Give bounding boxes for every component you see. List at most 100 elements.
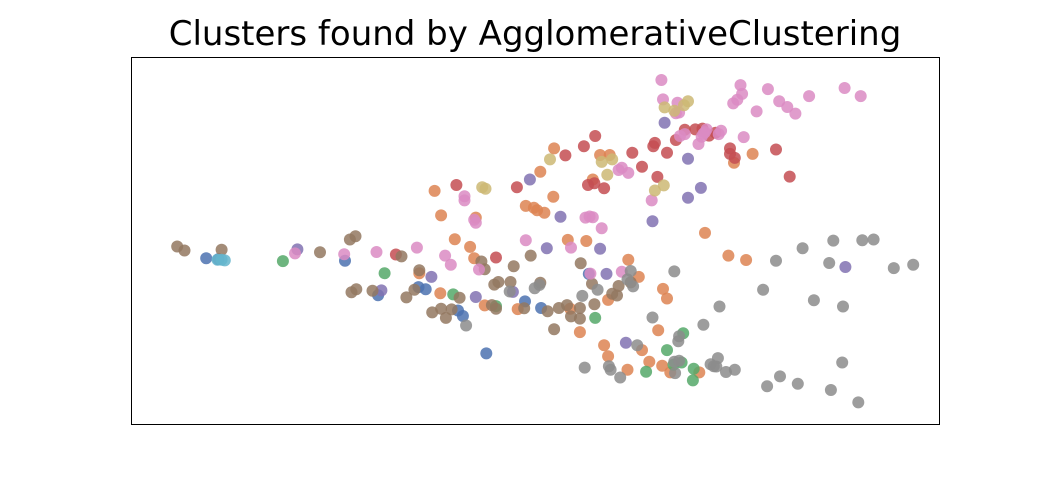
data-point bbox=[580, 235, 593, 247]
data-point bbox=[907, 258, 920, 271]
data-point bbox=[731, 93, 744, 106]
data-point bbox=[715, 124, 728, 137]
data-point bbox=[770, 254, 782, 267]
data-point bbox=[622, 253, 635, 266]
data-point bbox=[595, 155, 608, 168]
data-point bbox=[789, 107, 802, 120]
data-point bbox=[479, 182, 492, 195]
data-point bbox=[413, 264, 426, 277]
data-point bbox=[648, 136, 661, 149]
data-point bbox=[761, 380, 774, 393]
data-point bbox=[444, 258, 457, 271]
data-point bbox=[518, 302, 531, 315]
data-point bbox=[656, 359, 669, 372]
data-point bbox=[737, 131, 750, 144]
data-point bbox=[507, 260, 520, 273]
data-point bbox=[464, 240, 477, 253]
data-point bbox=[469, 291, 482, 303]
data-point bbox=[448, 233, 461, 246]
data-point bbox=[740, 254, 753, 266]
data-point bbox=[595, 222, 608, 235]
data-point bbox=[669, 367, 682, 380]
data-point bbox=[591, 283, 604, 296]
data-point bbox=[838, 82, 851, 94]
data-point bbox=[434, 287, 447, 300]
data-point bbox=[395, 250, 408, 263]
data-point bbox=[435, 209, 448, 222]
data-point bbox=[552, 302, 565, 314]
data-point bbox=[854, 90, 867, 103]
data-point bbox=[645, 194, 658, 207]
data-point bbox=[215, 243, 228, 256]
data-point bbox=[867, 233, 880, 246]
data-point bbox=[648, 184, 661, 197]
data-point bbox=[439, 249, 452, 262]
data-point bbox=[602, 360, 615, 373]
data-point bbox=[375, 284, 388, 297]
data-point bbox=[588, 177, 601, 190]
data-point bbox=[576, 289, 589, 302]
data-point bbox=[651, 170, 664, 183]
data-point bbox=[586, 211, 599, 224]
data-point bbox=[746, 147, 759, 160]
data-point bbox=[510, 181, 523, 194]
data-point bbox=[541, 305, 554, 318]
data-point bbox=[824, 384, 837, 396]
data-point bbox=[612, 280, 625, 292]
data-point bbox=[750, 105, 763, 118]
data-point bbox=[574, 257, 587, 270]
data-point bbox=[468, 213, 481, 226]
data-point bbox=[602, 350, 615, 363]
data-point bbox=[559, 149, 572, 162]
data-point bbox=[540, 242, 553, 255]
data-point bbox=[480, 347, 493, 360]
data-point bbox=[538, 206, 551, 219]
data-point bbox=[724, 147, 736, 160]
data-point bbox=[661, 344, 673, 357]
data-point bbox=[655, 74, 668, 86]
data-point bbox=[584, 267, 597, 280]
data-point bbox=[349, 230, 362, 243]
data-point bbox=[544, 153, 556, 166]
data-point bbox=[598, 182, 611, 195]
points-layer bbox=[171, 74, 920, 409]
data-point bbox=[350, 283, 363, 296]
data-point bbox=[734, 79, 747, 92]
data-point bbox=[658, 116, 671, 129]
data-point bbox=[699, 226, 711, 239]
data-point bbox=[200, 252, 213, 265]
data-point bbox=[621, 363, 634, 376]
data-point bbox=[694, 181, 707, 194]
data-point bbox=[856, 234, 869, 247]
plot-frame bbox=[131, 57, 940, 425]
data-point bbox=[783, 170, 796, 183]
data-point bbox=[761, 83, 774, 96]
data-point bbox=[519, 234, 532, 247]
data-point bbox=[710, 360, 723, 373]
data-point bbox=[887, 262, 900, 275]
data-point bbox=[796, 242, 809, 255]
data-point bbox=[627, 280, 640, 293]
data-point bbox=[419, 283, 432, 296]
data-point bbox=[652, 324, 665, 337]
data-point bbox=[338, 248, 351, 261]
data-point bbox=[492, 276, 505, 288]
data-point bbox=[378, 267, 391, 280]
data-point bbox=[594, 242, 607, 255]
data-point bbox=[573, 326, 586, 339]
data-point bbox=[450, 179, 463, 191]
data-point bbox=[573, 302, 586, 314]
data-point bbox=[661, 292, 673, 305]
data-point bbox=[770, 143, 782, 156]
data-point bbox=[757, 283, 770, 296]
data-point bbox=[589, 130, 602, 142]
data-point bbox=[577, 140, 590, 153]
data-point bbox=[611, 289, 623, 302]
data-point bbox=[657, 179, 670, 192]
data-point bbox=[178, 244, 191, 257]
data-point bbox=[504, 276, 517, 288]
data-point bbox=[687, 362, 700, 375]
data-point bbox=[600, 267, 613, 280]
data-point bbox=[682, 152, 694, 165]
data-point bbox=[673, 330, 686, 343]
